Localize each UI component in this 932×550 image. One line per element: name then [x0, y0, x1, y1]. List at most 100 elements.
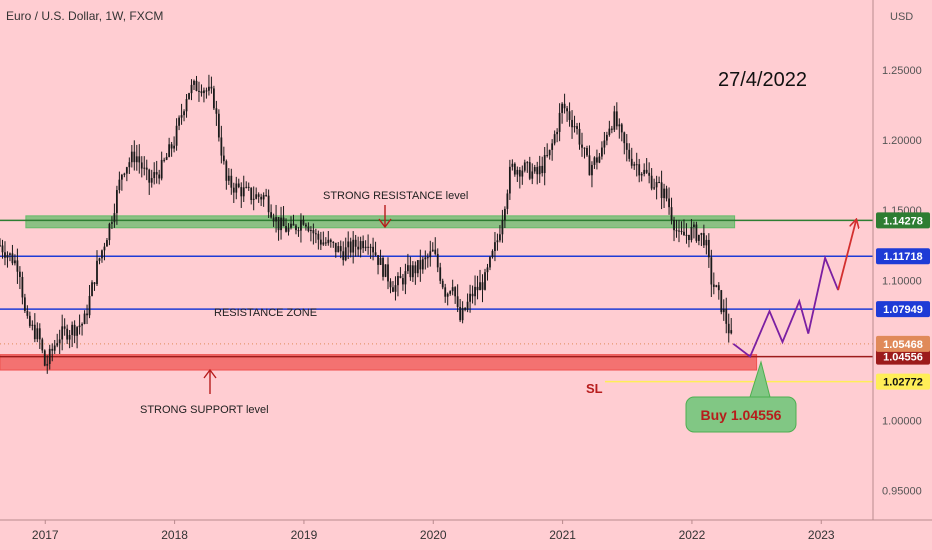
support-arrow-head — [203, 368, 217, 379]
candle-body — [516, 169, 519, 175]
buy-callout[interactable]: Buy 1.04556 — [685, 360, 797, 433]
candle-body — [312, 230, 315, 234]
candle-body — [538, 165, 541, 175]
candle-body — [675, 230, 678, 232]
candle-body — [255, 194, 258, 199]
price-tag-stop-loss[interactable]: 1.02772 — [876, 373, 930, 390]
candle-body — [168, 144, 171, 157]
x-tick-label: 2020 — [420, 528, 447, 542]
candle-body — [610, 128, 613, 130]
candle-body — [720, 290, 723, 313]
candle-body — [561, 103, 564, 113]
candle-body — [155, 172, 158, 175]
candle-body — [133, 151, 136, 163]
candle-body — [1, 245, 4, 253]
candle-body — [21, 276, 24, 298]
projection-arrow — [837, 220, 856, 291]
candle-body — [476, 286, 479, 291]
candle-body — [135, 156, 138, 163]
candle-body — [678, 230, 680, 232]
candle-body — [553, 134, 556, 144]
candle-body — [421, 259, 424, 270]
candle-body — [518, 169, 521, 177]
candle-body — [722, 308, 725, 313]
candle-body — [394, 285, 397, 292]
candle-body — [466, 301, 469, 310]
candle-body — [280, 217, 282, 231]
support-zone[interactable] — [0, 354, 758, 371]
y-tick-label: 1.25000 — [882, 65, 922, 77]
candle-body — [98, 258, 101, 261]
candle-body — [354, 239, 357, 247]
candle-body — [581, 144, 583, 148]
candle-body — [217, 113, 220, 138]
candle-body — [563, 103, 566, 109]
candle-body — [250, 187, 253, 200]
candle-body — [426, 257, 429, 259]
candle-body — [225, 161, 228, 181]
candle-body — [188, 93, 190, 100]
candle-body — [568, 111, 571, 120]
price-tag-1.07949[interactable]: 1.07949 — [876, 301, 930, 318]
candle-body — [362, 241, 365, 249]
candle-body — [56, 343, 59, 346]
candle-body — [645, 169, 648, 173]
candle-body — [68, 334, 71, 340]
candle-body — [392, 287, 394, 292]
candle-body — [643, 169, 646, 175]
candle-body — [63, 326, 66, 329]
candle-body — [648, 172, 651, 176]
candle-body — [446, 293, 449, 297]
candle-body — [605, 134, 608, 141]
symbol-title: Euro / U.S. Dollar, 1W, FXCM — [6, 9, 163, 23]
candle-body — [558, 112, 561, 132]
candle-body — [232, 187, 235, 193]
candle-body — [118, 179, 121, 191]
candle-body — [178, 117, 180, 126]
candle-body — [406, 265, 409, 272]
date-annotation: 27/4/2022 — [718, 69, 807, 91]
candle-body — [305, 224, 307, 227]
candle-body — [615, 111, 618, 127]
candle-body — [115, 190, 118, 214]
candle-body — [4, 252, 6, 258]
candle-body — [314, 233, 317, 235]
candle-body — [198, 90, 200, 92]
candle-body — [193, 80, 195, 85]
candle-body — [200, 91, 203, 94]
price-tag-1.11718[interactable]: 1.11718 — [876, 248, 930, 265]
candle-body — [372, 246, 374, 253]
y-tick-label: 1.10000 — [882, 275, 922, 287]
candle-body — [51, 348, 54, 351]
candle-body — [620, 124, 623, 133]
candle-body — [329, 239, 332, 242]
candle-body — [454, 287, 457, 297]
candle-body — [277, 217, 280, 231]
candle-body — [543, 155, 546, 174]
candle-body — [693, 224, 695, 227]
candle-body — [247, 186, 250, 188]
candle-body — [242, 187, 245, 197]
price-tag-1.14278[interactable]: 1.14278 — [876, 212, 930, 229]
candle-body — [0, 245, 1, 247]
candle-body — [359, 241, 362, 250]
candle-body — [603, 140, 606, 148]
price-tag-1.04556[interactable]: 1.04556 — [876, 348, 930, 365]
price-tag-1.14278-bg — [876, 212, 930, 229]
candle-body — [416, 260, 419, 274]
candle-body — [260, 196, 263, 200]
candle-body — [469, 293, 471, 302]
candle-body — [414, 265, 417, 274]
price-tag-current[interactable]: 1.05468 — [876, 335, 930, 352]
candle-body — [6, 254, 9, 258]
candle-body — [26, 310, 29, 316]
candle-body — [183, 111, 185, 116]
candle-body — [439, 267, 442, 281]
candle-body — [628, 149, 631, 159]
candle-body — [710, 257, 713, 285]
candle-body — [282, 217, 285, 227]
candle-body — [285, 226, 287, 232]
candle-body — [173, 145, 176, 149]
